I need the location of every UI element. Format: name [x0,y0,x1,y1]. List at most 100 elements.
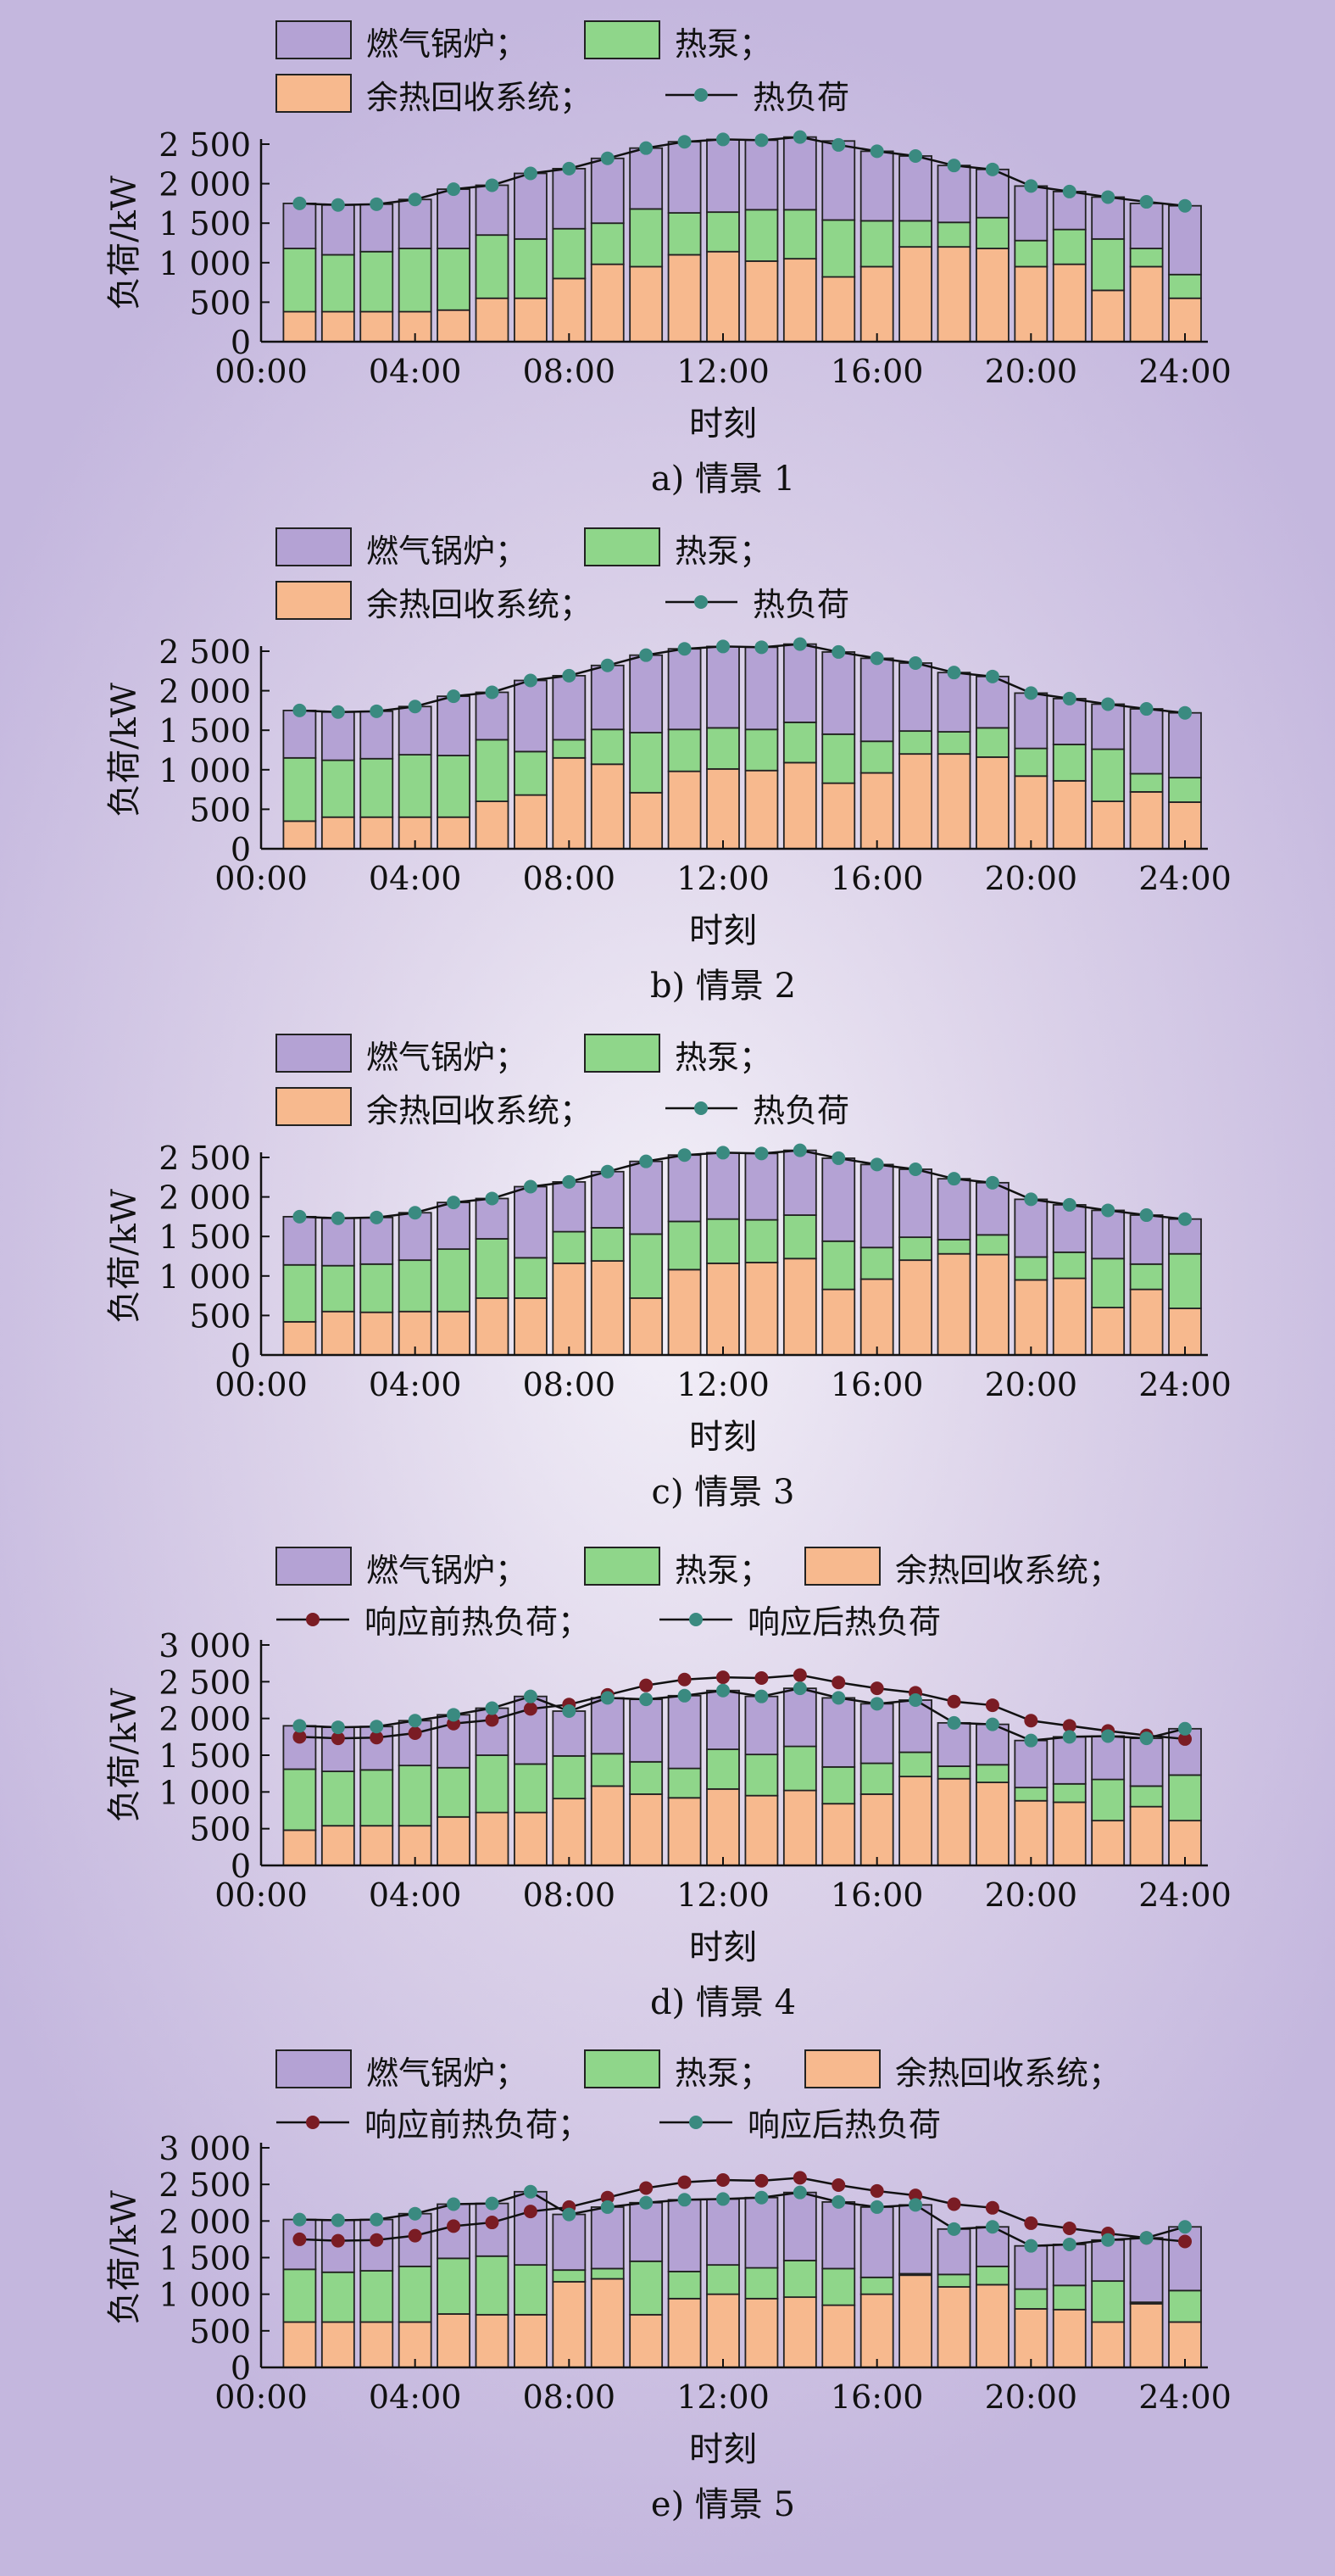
bar-heat-pump [1091,1257,1126,1308]
bar-heat-pump [514,1257,548,1299]
line-point [600,1164,615,1179]
bar-heat-pump [437,2257,470,2315]
legend-label: 热泵； [675,1039,771,1076]
line-point [562,1174,576,1189]
y-tick-label: 1 500 [159,2240,251,2278]
bar-heat-pump [590,1753,625,1787]
line-point [793,2185,807,2200]
series-line [292,130,1192,213]
line-point [523,2205,537,2219]
line-point [947,2197,961,2211]
bar-heat-pump [552,739,587,759]
bar-waste-heat [320,1825,355,1866]
bar-heat-pump [937,2273,971,2288]
line-point [562,161,576,176]
bar-waste-heat [629,1793,664,1866]
line-point [1062,691,1076,705]
y-axis-label: 负荷/kW [105,683,144,817]
bar-gas-boiler [514,172,548,240]
bar-gas-boiler [590,1170,625,1229]
bar-waste-heat [782,761,817,850]
bar-waste-heat [706,767,740,850]
bar-gas-boiler [821,1697,856,1768]
bar-gas-boiler [552,167,587,230]
bar-heat-pump [821,1765,856,1805]
legend-swatch [275,1034,352,1073]
bar-heat-pump [937,1765,971,1780]
bar-gas-boiler [1052,1204,1087,1253]
line-point [1178,1212,1192,1226]
line-point [985,1717,999,1731]
bar-heat-pump [629,2260,664,2316]
bar-gas-boiler [629,147,664,210]
legend-label: 余热回收系统； [366,1092,592,1129]
line-point [985,1175,999,1190]
bars [282,136,1202,343]
bar-waste-heat [552,2281,587,2368]
bar-gas-boiler [859,150,894,222]
legend-label: 余热回收系统； [366,586,592,623]
bar-waste-heat [782,258,817,343]
x-tick-label: 04:00 [369,1876,462,1914]
bar-heat-pump [320,759,355,818]
bar-gas-boiler [398,705,432,756]
bar-gas-boiler [782,643,817,723]
y-tick-label: 500 [189,1811,251,1848]
line-point [754,2190,769,2205]
legend-swatch [584,1547,660,1586]
line-point [485,178,499,192]
legend-label: 余热回收系统； [895,2055,1121,2092]
bar-waste-heat [359,1825,394,1866]
line-point [1024,686,1038,700]
bar-waste-heat [1014,2308,1049,2368]
bar-heat-pump [898,220,932,248]
x-tick-label: 16:00 [831,353,924,390]
line-point [447,2219,461,2233]
y-tick-label: 0 [231,324,251,361]
bar-heat-pump [475,2255,509,2316]
x-tick-label: 24:00 [1138,1876,1232,1914]
bar-waste-heat [1014,1799,1049,1866]
bar-gas-boiler [398,198,432,249]
bar-gas-boiler [782,136,817,211]
y-tick-label: 2 000 [159,1701,251,1738]
line-point [754,1689,769,1703]
bar-gas-boiler [1014,1739,1049,1789]
bar-gas-boiler [1091,2239,1126,2283]
bar-heat-pump [437,248,470,311]
bar-waste-heat [359,2321,394,2368]
line-point [716,1146,730,1160]
legend-label: 燃气锅炉； [366,532,527,570]
line-point [1139,195,1154,209]
bar-heat-pump [475,1238,509,1299]
bar-waste-heat [976,1781,1010,1866]
bar-waste-heat [976,2283,1010,2368]
bar-waste-heat [744,1794,779,1866]
line-point [870,144,884,159]
bar-waste-heat [359,816,394,850]
bar-heat-pump [782,1214,817,1260]
bar-waste-heat [667,770,702,850]
line-point [331,1731,345,1746]
bar-waste-heat [706,250,740,343]
legend-swatch [804,2049,881,2088]
legend-marker [306,1613,320,1626]
x-tick-label: 08:00 [523,860,616,897]
bar-heat-pump [821,1240,856,1291]
legend-label: 燃气锅炉； [366,2055,527,2092]
bar-waste-heat [320,2321,355,2368]
x-tick-label: 12:00 [676,1876,770,1914]
line-point [370,2212,384,2227]
bar-waste-heat [437,309,470,343]
bar-waste-heat [1129,265,1164,343]
bar-heat-pump [552,2269,587,2283]
line-point [870,1697,884,1711]
bar-waste-heat [437,1815,470,1866]
bar-waste-heat [320,816,355,850]
x-tick-label: 16:00 [831,1366,924,1403]
line-point [485,1191,499,1206]
legend-marker [306,2116,320,2129]
bar-waste-heat [744,1262,779,1356]
